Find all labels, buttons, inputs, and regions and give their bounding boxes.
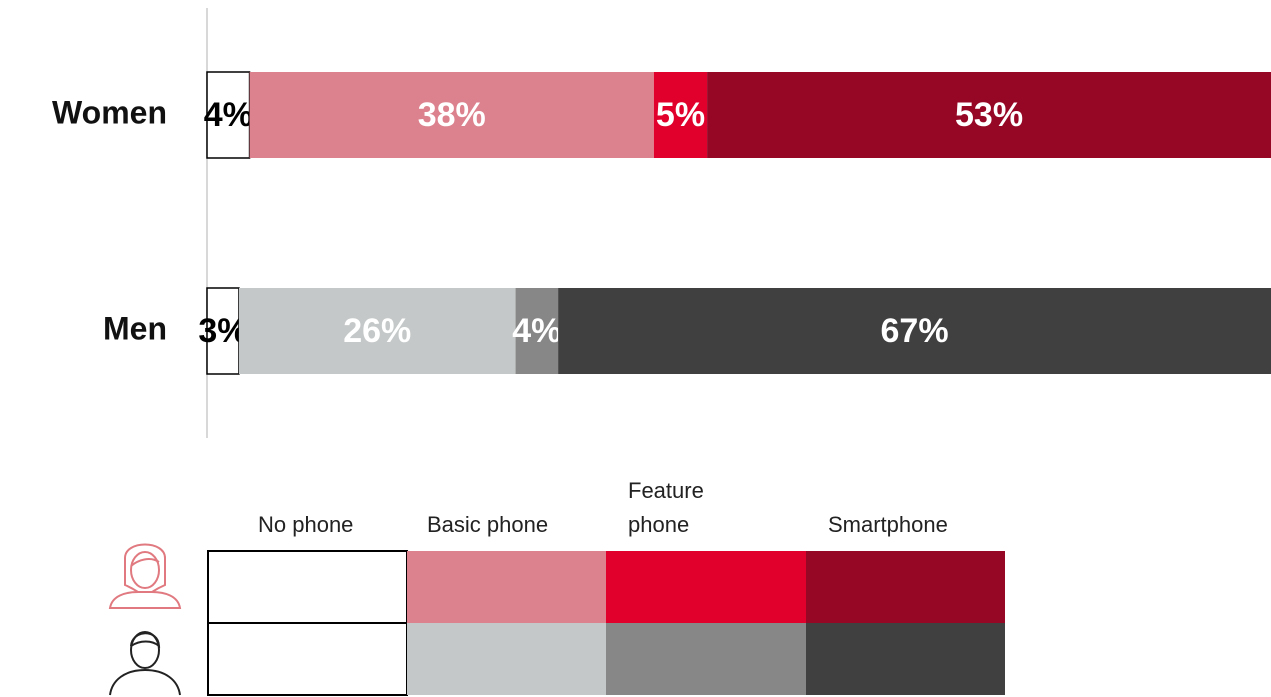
category-label: Men <box>103 310 167 346</box>
bar-segment <box>653 72 708 158</box>
value-label: 26% <box>343 312 411 350</box>
legend-swatch <box>207 622 408 696</box>
value-label: 53% <box>955 96 1023 134</box>
legend-swatch <box>606 623 806 695</box>
bar-segment <box>558 288 1271 374</box>
man-icon <box>109 631 181 696</box>
legend-swatch <box>806 551 1005 623</box>
value-label: 5% <box>656 96 705 134</box>
legend-label: Basic phone <box>427 512 549 537</box>
legend-swatch <box>207 550 408 624</box>
value-label: 4% <box>204 96 253 134</box>
value-label: 67% <box>881 312 949 350</box>
woman-icon <box>108 543 182 609</box>
bar-segment <box>206 71 251 159</box>
value-label: 4% <box>512 312 561 350</box>
legend-label: Feature phone <box>628 478 704 537</box>
category-label: Women <box>52 94 167 130</box>
bar-segment <box>515 288 559 374</box>
legend-swatch <box>806 623 1005 695</box>
legend-swatch <box>407 623 606 695</box>
bar-segment <box>707 72 1271 158</box>
value-label: 38% <box>418 96 486 134</box>
legend-swatch <box>606 551 806 623</box>
legend-swatch <box>407 551 606 623</box>
bar-segment <box>206 287 240 375</box>
legend-label: No phone <box>258 512 354 537</box>
legend-label: Smartphone <box>828 512 948 537</box>
bar-segment <box>249 72 654 158</box>
bar-segment <box>238 288 516 374</box>
